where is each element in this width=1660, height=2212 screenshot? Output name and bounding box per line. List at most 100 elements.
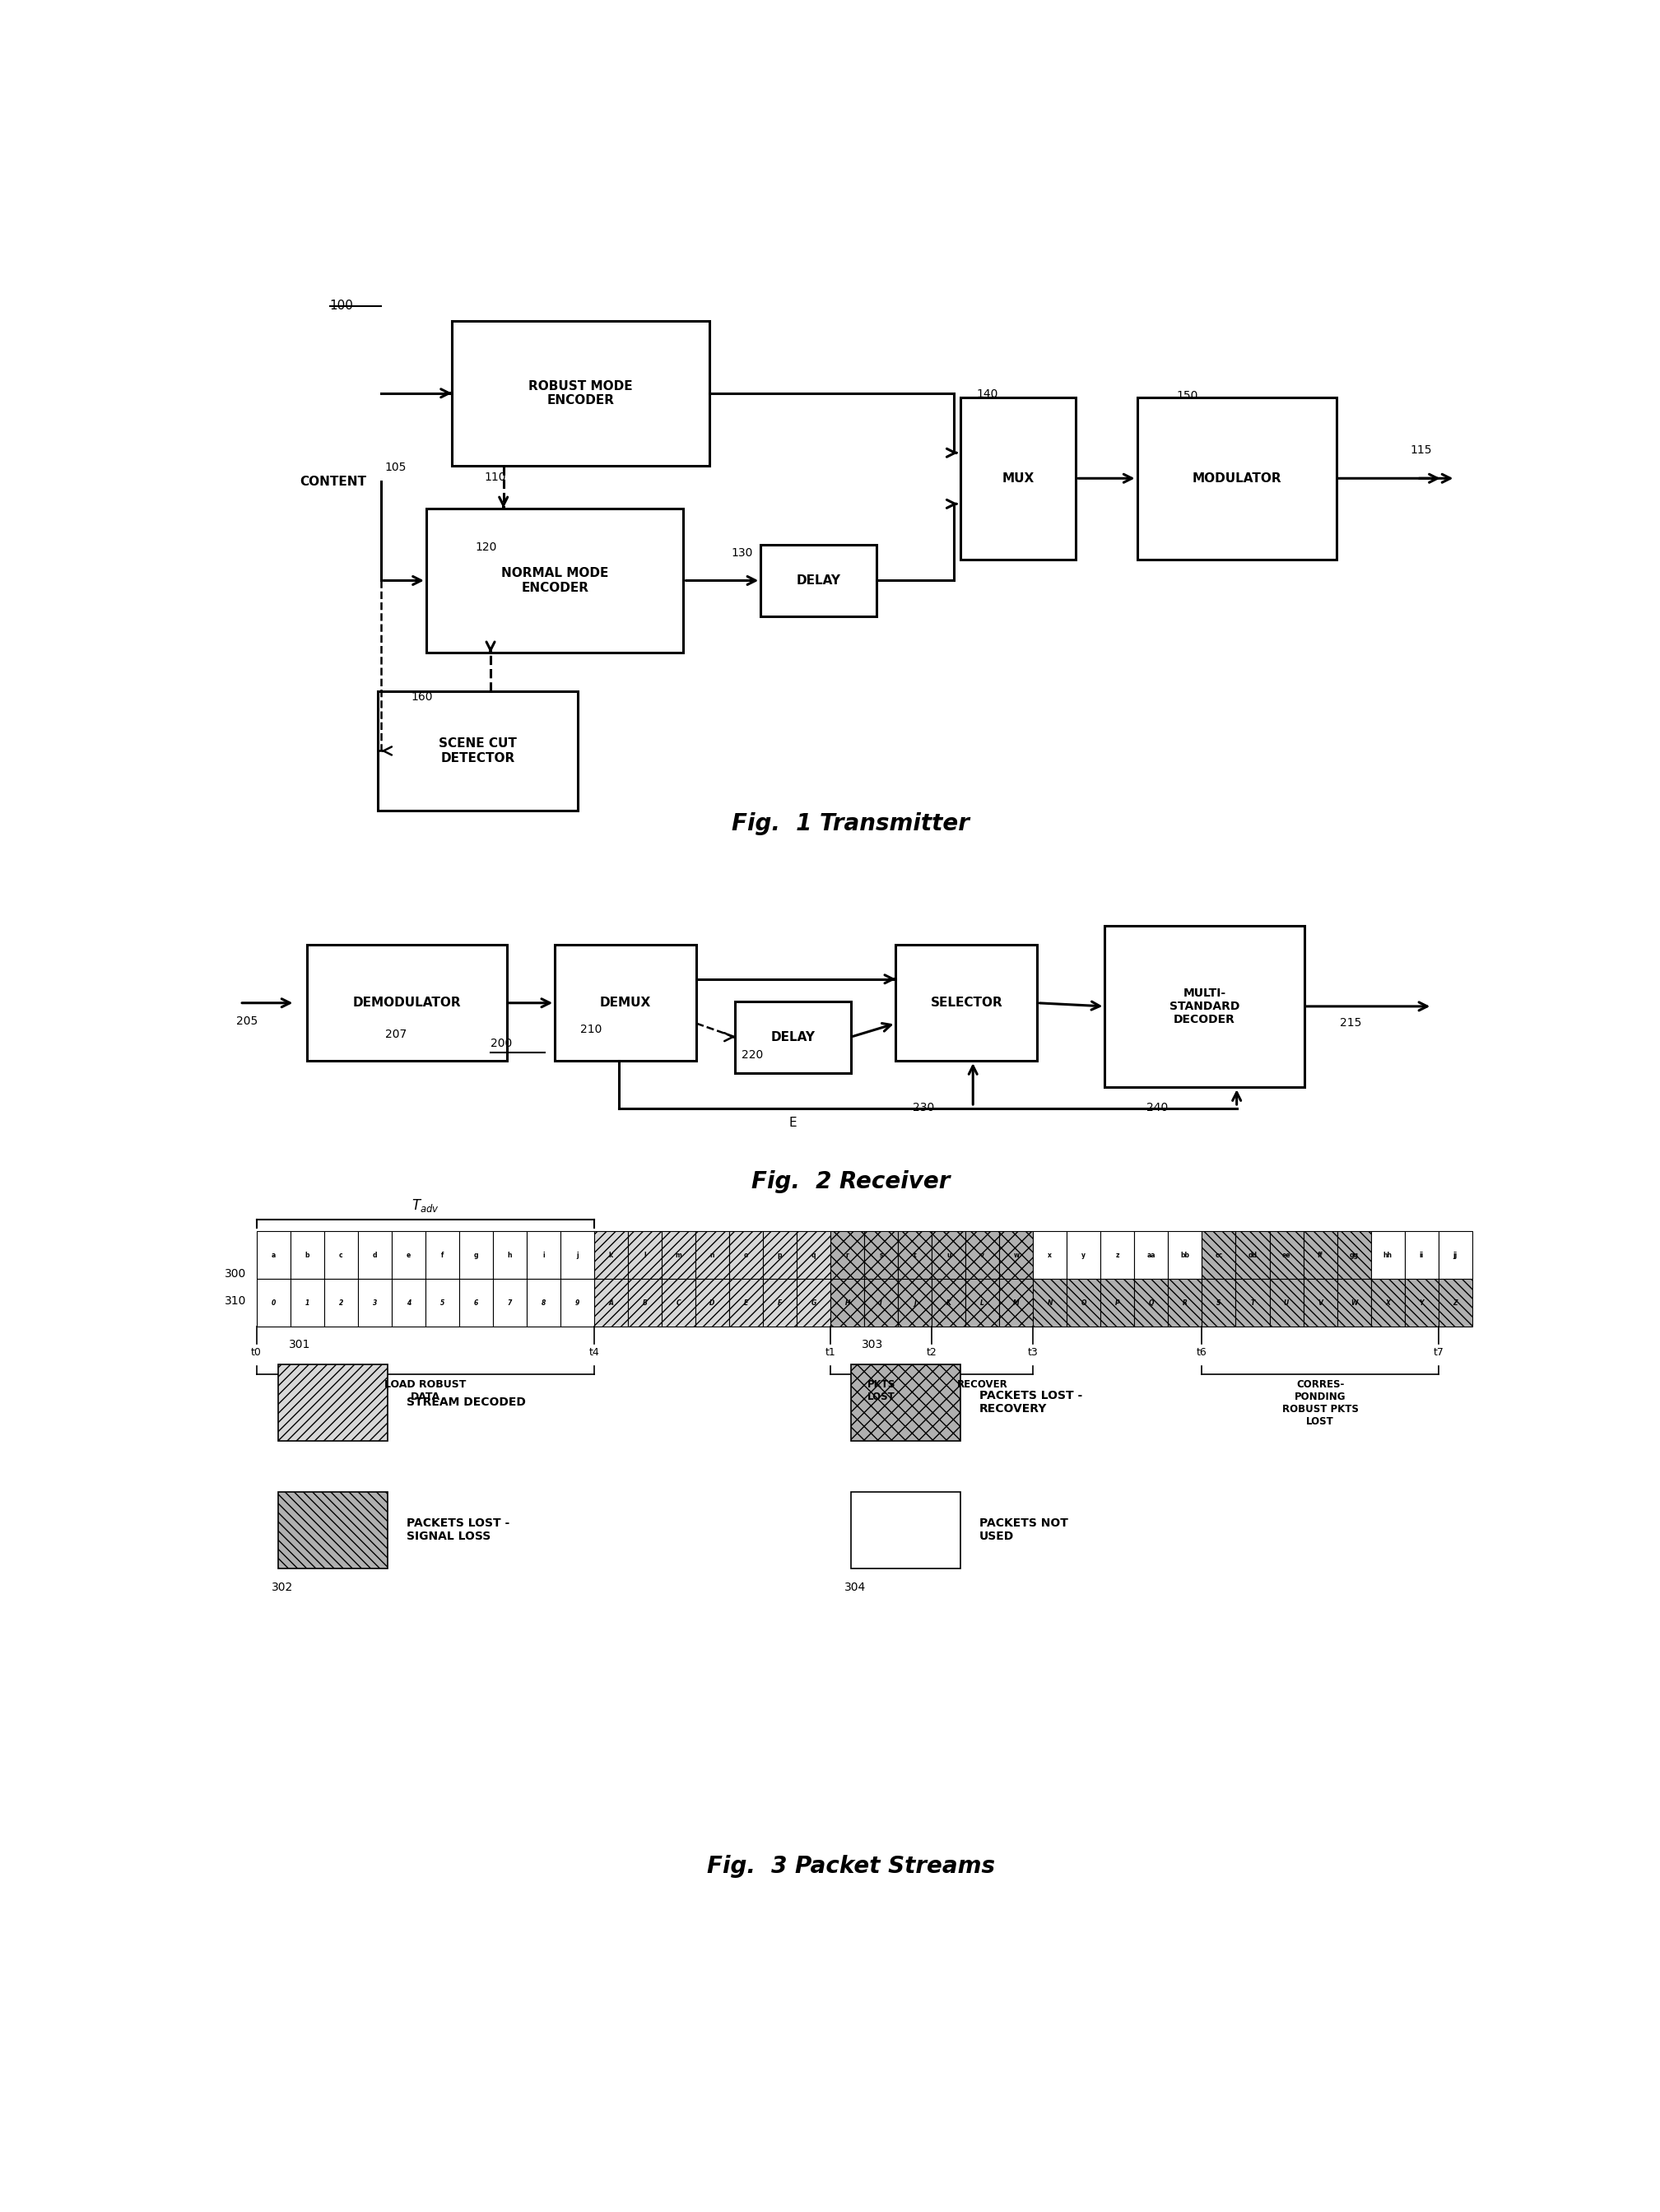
Text: R: R (1182, 1298, 1187, 1307)
Text: Z: Z (1452, 1298, 1457, 1307)
Bar (1202, 1279, 1235, 1327)
Text: ff: ff (1318, 1252, 1323, 1259)
Bar (764, 1279, 797, 1327)
Text: l: l (644, 1252, 646, 1259)
Text: ee: ee (1282, 1252, 1291, 1259)
Bar (493, 1279, 526, 1327)
Text: u: u (946, 1252, 951, 1259)
Text: 240: 240 (1147, 1102, 1169, 1113)
Bar (966, 1232, 999, 1279)
Bar (1067, 1279, 1101, 1327)
Text: m: m (676, 1252, 682, 1259)
Bar (1134, 1279, 1169, 1327)
Bar (735, 1002, 850, 1073)
Bar (797, 1232, 830, 1279)
Text: S: S (1217, 1298, 1222, 1307)
Text: C: C (676, 1298, 681, 1307)
Bar (1106, 925, 1305, 1088)
Text: 4: 4 (407, 1298, 410, 1307)
Bar (850, 1365, 959, 1440)
Text: DELAY: DELAY (770, 1031, 815, 1044)
Bar (425, 1279, 460, 1327)
Text: E: E (744, 1298, 749, 1307)
Bar (1336, 1232, 1371, 1279)
Text: t4: t4 (589, 1347, 599, 1358)
Text: I: I (880, 1298, 883, 1307)
Text: c: c (339, 1252, 342, 1259)
Text: NORMAL MODE
ENCODER: NORMAL MODE ENCODER (501, 566, 609, 593)
Bar (898, 1279, 931, 1327)
Text: 310: 310 (224, 1296, 246, 1307)
Text: 207: 207 (385, 1029, 407, 1040)
Text: B: B (642, 1298, 647, 1307)
Text: hh: hh (1383, 1252, 1393, 1259)
Bar (1169, 1279, 1202, 1327)
Bar (896, 945, 1038, 1062)
Text: 300: 300 (224, 1267, 246, 1279)
Bar (561, 1279, 594, 1327)
Text: SCENE CUT
DETECTOR: SCENE CUT DETECTOR (438, 737, 516, 763)
Bar (1169, 1232, 1202, 1279)
Text: K: K (946, 1298, 951, 1307)
Bar (493, 1232, 526, 1279)
Text: x: x (1047, 1252, 1052, 1259)
Text: 0: 0 (271, 1298, 276, 1307)
Bar (1371, 1279, 1404, 1327)
Text: DELAY: DELAY (797, 575, 842, 586)
Text: 120: 120 (475, 542, 496, 553)
Text: 2: 2 (339, 1298, 344, 1307)
Text: 200: 200 (491, 1037, 513, 1048)
Bar (999, 1279, 1033, 1327)
Text: X: X (1386, 1298, 1389, 1307)
Text: 110: 110 (485, 471, 506, 484)
Text: 100: 100 (330, 299, 354, 312)
Text: s: s (880, 1252, 883, 1259)
Text: MULTI-
STANDARD
DECODER: MULTI- STANDARD DECODER (1169, 987, 1240, 1026)
Text: SELECTOR: SELECTOR (930, 998, 1003, 1009)
Bar (427, 509, 684, 653)
Bar (279, 1365, 388, 1440)
Bar (1438, 1232, 1472, 1279)
Text: A: A (609, 1298, 614, 1307)
Bar (1101, 1232, 1134, 1279)
Text: RECOVER: RECOVER (958, 1380, 1008, 1389)
Text: t3: t3 (1028, 1347, 1039, 1358)
Text: 130: 130 (730, 546, 754, 557)
Bar (1270, 1279, 1303, 1327)
Bar (1235, 1232, 1270, 1279)
Bar (830, 1232, 865, 1279)
Text: 7: 7 (508, 1298, 511, 1307)
Bar (561, 1232, 594, 1279)
Text: 210: 210 (581, 1024, 603, 1035)
Text: 3: 3 (372, 1298, 377, 1307)
Text: i: i (543, 1252, 544, 1259)
Bar (662, 1279, 696, 1327)
Bar (357, 1279, 392, 1327)
Bar (307, 945, 506, 1062)
Bar (760, 544, 876, 617)
Text: jj: jj (1452, 1252, 1457, 1259)
Text: 6: 6 (473, 1298, 478, 1307)
Bar (865, 1279, 898, 1327)
Bar (999, 1232, 1033, 1279)
Text: cc: cc (1215, 1252, 1223, 1259)
Bar (1033, 1279, 1067, 1327)
Text: 301: 301 (289, 1338, 310, 1349)
Bar (594, 1232, 627, 1279)
Bar (594, 1279, 627, 1327)
Bar (729, 1232, 764, 1279)
Bar (378, 690, 578, 810)
Text: STREAM DECODED: STREAM DECODED (407, 1396, 526, 1409)
Text: PACKETS LOST -
SIGNAL LOSS: PACKETS LOST - SIGNAL LOSS (407, 1517, 510, 1542)
Bar (357, 1232, 392, 1279)
Text: gg: gg (1350, 1252, 1358, 1259)
Text: PACKETS LOST -
RECOVERY: PACKETS LOST - RECOVERY (979, 1389, 1082, 1416)
Bar (1270, 1232, 1303, 1279)
Bar (1404, 1232, 1438, 1279)
Text: V: V (1318, 1298, 1323, 1307)
Text: v: v (981, 1252, 984, 1259)
Text: 215: 215 (1340, 1018, 1361, 1029)
Text: 105: 105 (385, 462, 407, 473)
Bar (526, 1232, 561, 1279)
Text: $T_{adv}$: $T_{adv}$ (412, 1197, 440, 1214)
